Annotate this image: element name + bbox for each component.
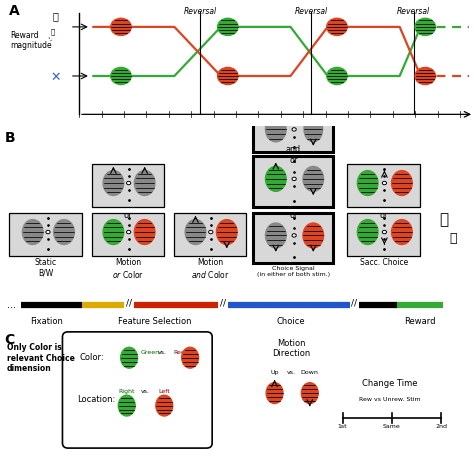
Circle shape bbox=[127, 230, 131, 234]
Ellipse shape bbox=[415, 68, 436, 84]
Text: and: and bbox=[286, 145, 301, 154]
Ellipse shape bbox=[156, 395, 173, 416]
Ellipse shape bbox=[111, 18, 131, 35]
Text: //: // bbox=[351, 299, 357, 308]
Text: //: // bbox=[126, 299, 132, 308]
Text: C: C bbox=[4, 333, 15, 347]
Ellipse shape bbox=[185, 219, 206, 245]
Text: Choice Signal
(in either of both stim.): Choice Signal (in either of both stim.) bbox=[257, 267, 330, 277]
Ellipse shape bbox=[357, 219, 378, 245]
Text: Choice: Choice bbox=[277, 317, 305, 326]
Text: 💧: 💧 bbox=[51, 28, 55, 35]
Text: 💧: 💧 bbox=[449, 233, 456, 246]
Text: Reward
magnitude: Reward magnitude bbox=[10, 31, 52, 50]
Ellipse shape bbox=[357, 171, 378, 195]
Ellipse shape bbox=[218, 68, 238, 84]
Circle shape bbox=[292, 234, 296, 237]
Text: Down: Down bbox=[301, 370, 319, 375]
Ellipse shape bbox=[392, 219, 412, 245]
Text: 💧: 💧 bbox=[439, 212, 448, 227]
FancyBboxPatch shape bbox=[347, 164, 420, 207]
Ellipse shape bbox=[118, 395, 135, 416]
Ellipse shape bbox=[301, 383, 318, 404]
Text: Motion
$\it{and}$ Color: Motion $\it{and}$ Color bbox=[191, 258, 229, 280]
Ellipse shape bbox=[22, 219, 43, 245]
Ellipse shape bbox=[103, 171, 124, 195]
Text: Same: Same bbox=[383, 425, 401, 429]
Text: 💧: 💧 bbox=[53, 11, 59, 21]
Text: //: // bbox=[220, 299, 226, 308]
Text: or: or bbox=[289, 156, 298, 165]
Text: B: B bbox=[4, 131, 15, 145]
Text: Green: Green bbox=[141, 350, 160, 355]
FancyBboxPatch shape bbox=[347, 212, 420, 256]
Ellipse shape bbox=[218, 18, 238, 35]
Text: Static
B/W: Static B/W bbox=[35, 258, 57, 277]
FancyBboxPatch shape bbox=[254, 156, 333, 207]
Ellipse shape bbox=[303, 166, 324, 192]
Ellipse shape bbox=[327, 68, 347, 84]
Text: or: or bbox=[380, 211, 388, 219]
Ellipse shape bbox=[103, 219, 124, 245]
Text: Left: Left bbox=[158, 390, 170, 394]
FancyBboxPatch shape bbox=[254, 111, 333, 152]
Text: Right: Right bbox=[118, 390, 135, 394]
Ellipse shape bbox=[392, 171, 412, 195]
Text: Fixation: Fixation bbox=[30, 317, 64, 326]
Circle shape bbox=[383, 181, 386, 185]
Text: Location:: Location: bbox=[77, 395, 116, 404]
Circle shape bbox=[383, 230, 386, 234]
Circle shape bbox=[46, 230, 50, 234]
FancyBboxPatch shape bbox=[91, 164, 164, 207]
Ellipse shape bbox=[121, 347, 137, 368]
Text: Reward: Reward bbox=[404, 317, 436, 326]
Text: Up: Up bbox=[270, 370, 279, 375]
Text: Color:: Color: bbox=[80, 353, 104, 362]
Text: ✕: ✕ bbox=[51, 71, 61, 84]
Ellipse shape bbox=[265, 166, 286, 192]
FancyBboxPatch shape bbox=[9, 212, 82, 256]
Ellipse shape bbox=[265, 223, 286, 248]
Ellipse shape bbox=[327, 18, 347, 35]
Ellipse shape bbox=[182, 347, 199, 368]
FancyBboxPatch shape bbox=[63, 332, 212, 448]
Ellipse shape bbox=[415, 18, 436, 35]
FancyBboxPatch shape bbox=[254, 212, 333, 263]
Text: or: or bbox=[289, 211, 298, 219]
Text: ...: ... bbox=[7, 300, 16, 310]
Text: Red: Red bbox=[173, 350, 185, 355]
Ellipse shape bbox=[304, 117, 323, 142]
Text: vs.: vs. bbox=[286, 370, 295, 375]
Text: A: A bbox=[9, 4, 20, 18]
Ellipse shape bbox=[111, 68, 131, 84]
Ellipse shape bbox=[266, 383, 283, 404]
Ellipse shape bbox=[134, 219, 155, 245]
Text: Change Time: Change Time bbox=[362, 378, 417, 388]
Circle shape bbox=[292, 128, 296, 131]
Text: Motion
Direction: Motion Direction bbox=[272, 339, 310, 358]
FancyBboxPatch shape bbox=[91, 212, 164, 256]
Text: Reversal: Reversal bbox=[183, 7, 217, 16]
Ellipse shape bbox=[303, 223, 324, 248]
FancyBboxPatch shape bbox=[173, 212, 246, 256]
Text: Reversal: Reversal bbox=[295, 7, 328, 16]
Ellipse shape bbox=[54, 219, 74, 245]
Ellipse shape bbox=[134, 171, 155, 195]
Circle shape bbox=[292, 177, 296, 181]
Text: Motion
$\it{or}$ Color: Motion $\it{or}$ Color bbox=[112, 258, 144, 280]
Ellipse shape bbox=[265, 117, 286, 142]
Ellipse shape bbox=[217, 219, 237, 245]
Text: Sacc. Choice: Sacc. Choice bbox=[360, 258, 408, 267]
Text: Feature Selection: Feature Selection bbox=[118, 317, 191, 326]
Text: 2nd: 2nd bbox=[435, 425, 447, 429]
Text: Rew vs Unrew. Stim: Rew vs Unrew. Stim bbox=[359, 397, 420, 402]
Text: 1st: 1st bbox=[338, 425, 347, 429]
Text: Reversal: Reversal bbox=[397, 7, 430, 16]
Text: or: or bbox=[124, 211, 132, 219]
Circle shape bbox=[209, 230, 213, 234]
Text: vs.: vs. bbox=[157, 350, 166, 355]
Text: Only Color is
relevant Choice
dimension: Only Color is relevant Choice dimension bbox=[7, 343, 75, 373]
Circle shape bbox=[127, 181, 131, 185]
Text: vs.: vs. bbox=[141, 390, 150, 394]
